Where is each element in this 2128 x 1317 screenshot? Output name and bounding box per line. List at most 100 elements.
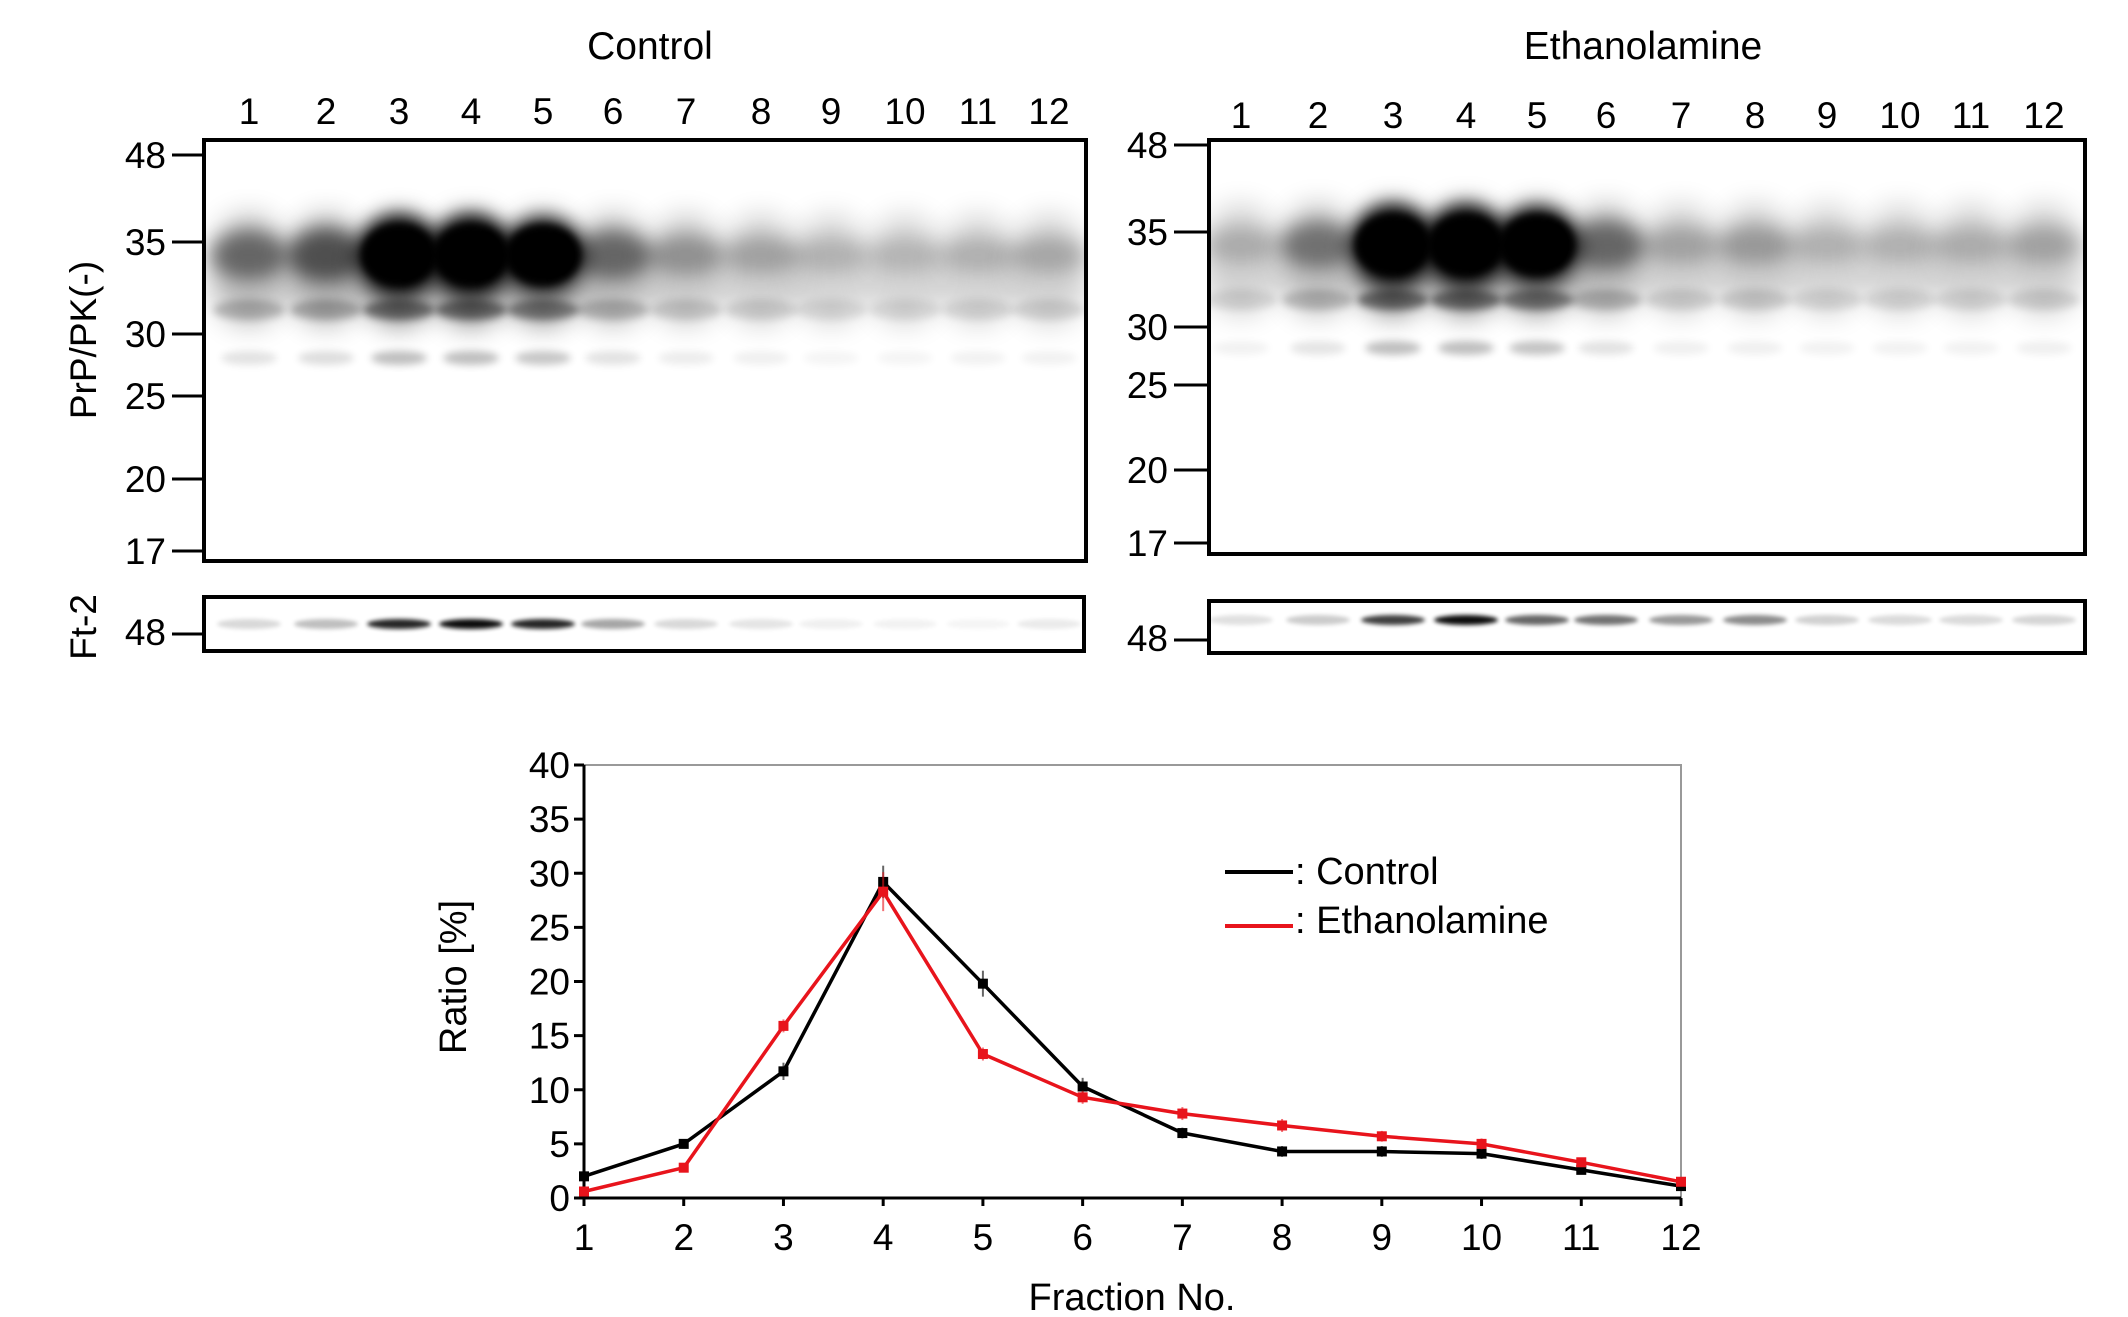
ethanolamine-mw-20: 20 — [1127, 450, 1168, 491]
ethanolamine-lane-label-11: 11 — [1952, 95, 1990, 136]
ethanolamine-blot-title: Ethanolamine — [1524, 25, 1763, 68]
point-control-8 — [1277, 1146, 1288, 1157]
control-ft2-frame — [202, 595, 1086, 653]
control-band-lane-5 — [501, 215, 585, 365]
point-control-11 — [1576, 1164, 1587, 1175]
x-tick-label-4: 4 — [873, 1217, 894, 1258]
ethanolamine-lane-label-8: 8 — [1745, 95, 1766, 136]
x-tick-label-7: 7 — [1172, 1217, 1193, 1258]
ethanolamine-band-lane-2 — [1278, 205, 1358, 355]
ethanolamine-lane-labels: 1 2 3 4 5 6 7 8 9 10 11 12 — [1231, 95, 2065, 136]
ethanolamine-mw-48: 48 — [1127, 125, 1168, 166]
point-ethanolamine-2 — [678, 1162, 689, 1173]
ethanolamine-band-lane-9 — [1787, 205, 1867, 355]
x-tick-label-12: 12 — [1660, 1217, 1701, 1258]
control-band-lane-9 — [791, 215, 871, 365]
ethanolamine-ft2-frame — [1207, 599, 2087, 655]
point-ethanolamine-3 — [778, 1020, 789, 1031]
control-lane-label-5: 5 — [533, 91, 554, 132]
y-axis-label: Ratio [%] — [433, 900, 475, 1054]
ethanolamine-blot-frame — [1207, 138, 2087, 556]
control-ft2-band-lane-10 — [873, 619, 937, 629]
ethanolamine-ft2-band-lane-5 — [1505, 615, 1569, 625]
x-tick-label-8: 8 — [1272, 1217, 1293, 1258]
control-lane-label-7: 7 — [676, 91, 697, 132]
y-tick-label-40: 40 — [529, 745, 570, 786]
control-lane-label-4: 4 — [461, 91, 482, 132]
ethanolamine-ft2-marker: 48 — [1127, 618, 1168, 659]
control-ft2-marker: 48 — [125, 612, 166, 653]
control-lane-label-1: 1 — [239, 91, 260, 132]
control-ft2-band-lane-12 — [1017, 619, 1081, 629]
control-ft2-band-lane-4 — [439, 619, 503, 629]
control-ft2-band-lane-5 — [511, 619, 575, 629]
control-band-lane-8 — [721, 215, 801, 365]
control-lane-label-8: 8 — [751, 91, 772, 132]
control-ft2-band-lane-1 — [217, 619, 281, 629]
control-mw-20: 20 — [125, 459, 166, 500]
control-lane-label-3: 3 — [389, 91, 410, 132]
y-tick-label-5: 5 — [549, 1124, 570, 1165]
ethanolamine-band-lane-11 — [1931, 205, 2011, 355]
ethanolamine-band-lane-7 — [1641, 205, 1721, 355]
legend: : Control : Ethanolamine — [1225, 851, 1549, 942]
point-control-3 — [778, 1066, 789, 1077]
legend-control-label: : Control — [1295, 851, 1439, 893]
ethanolamine-band-lane-3 — [1351, 205, 1435, 355]
control-band-lane-4 — [429, 215, 513, 365]
control-mw-35: 35 — [125, 222, 166, 263]
control-lane-label-2: 2 — [316, 91, 337, 132]
point-ethanolamine-11 — [1576, 1157, 1587, 1168]
control-mw-48: 48 — [125, 135, 166, 176]
control-ft2-band-lane-9 — [799, 619, 863, 629]
series-group — [579, 865, 1686, 1197]
control-lane-label-11: 11 — [959, 91, 997, 132]
point-control-5 — [977, 978, 988, 989]
control-lane-label-9: 9 — [821, 91, 842, 132]
control-band-lane-1 — [209, 215, 289, 365]
ethanolamine-lane-label-2: 2 — [1308, 95, 1329, 136]
x-tick-label-2: 2 — [673, 1217, 694, 1258]
y-tick-label-0: 0 — [549, 1178, 570, 1219]
ethanolamine-band-lane-12 — [2004, 205, 2084, 355]
ft2-label: Ft-2 — [63, 594, 104, 660]
ethanolamine-band-lane-1 — [1209, 205, 1281, 355]
x-tick-label-5: 5 — [973, 1217, 994, 1258]
point-control-10 — [1476, 1148, 1487, 1159]
ethanolamine-band-lane-8 — [1715, 205, 1795, 355]
control-ft2-band-lane-8 — [729, 619, 793, 629]
ethanolamine-lane-label-4: 4 — [1456, 95, 1477, 136]
ethanolamine-lane-label-5: 5 — [1527, 95, 1548, 136]
control-band-lane-3 — [357, 215, 441, 365]
ethanolamine-ft2-band-lane-10 — [1868, 615, 1932, 625]
series-ethanolamine — [579, 872, 1686, 1197]
ethanolamine-ft2-band-lane-7 — [1649, 615, 1713, 625]
control-ft2-strip-image — [217, 619, 1081, 629]
ethanolamine-band-lane-4 — [1424, 205, 1508, 355]
ethanolamine-ft2-band-lane-3 — [1361, 615, 1425, 625]
control-ft2-band-lane-3 — [367, 619, 431, 629]
control-band-lane-10 — [865, 215, 945, 365]
ethanolamine-ft2-band-lane-8 — [1723, 615, 1787, 625]
ethanolamine-mw-35: 35 — [1127, 212, 1168, 253]
legend-ethanolamine-label: : Ethanolamine — [1295, 900, 1549, 942]
control-ft2-band-lane-2 — [294, 619, 358, 629]
prp-pk-label: PrP/PK(-) — [63, 261, 104, 419]
ethanolamine-lane-label-12: 12 — [2023, 95, 2064, 136]
point-control-2 — [678, 1138, 689, 1149]
y-tick-label-15: 15 — [529, 1016, 570, 1057]
ethanolamine-mw-17: 17 — [1127, 523, 1168, 564]
control-band-lane-2 — [286, 215, 366, 365]
point-ethanolamine-8 — [1277, 1120, 1288, 1131]
plot-frame — [583, 764, 1682, 1199]
x-tick-label-6: 6 — [1072, 1217, 1093, 1258]
ethanolamine-ft2-band-lane-1 — [1209, 615, 1273, 625]
ethanolamine-ft2-band-lane-6 — [1574, 615, 1638, 625]
ethanolamine-ft2-band-lane-4 — [1434, 615, 1498, 625]
ethanolamine-ft2-band-lane-12 — [2012, 615, 2076, 625]
ethanolamine-mw-30: 30 — [1127, 307, 1168, 348]
point-ethanolamine-1 — [579, 1186, 589, 1197]
point-ethanolamine-4 — [878, 886, 889, 897]
y-tick-label-35: 35 — [529, 799, 570, 840]
